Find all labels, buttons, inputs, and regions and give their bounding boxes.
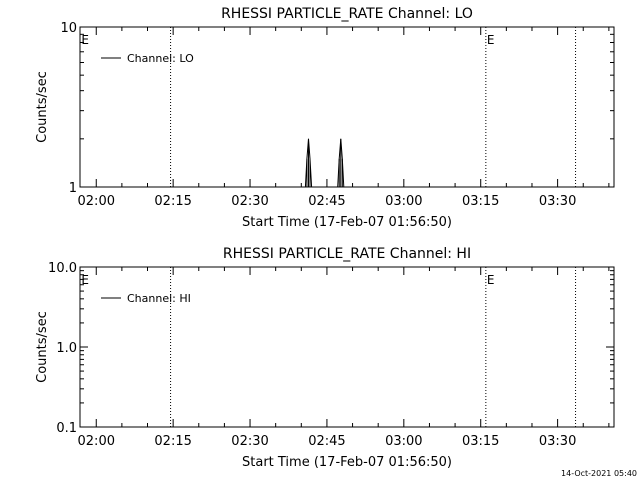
x-tick-label: 02:15	[154, 194, 191, 209]
panel-lo: RHESSI PARTICLE_RATE Channel: LO 1 10 Count…	[35, 6, 615, 230]
x-axis-label: Start Time (17-Feb-07 01:56:50)	[242, 215, 452, 230]
x-tick-label: 03:00	[385, 194, 422, 209]
plot-frame	[79, 266, 615, 428]
x-tick-label: 02:15	[154, 434, 191, 449]
event-label: E	[81, 33, 89, 47]
x-axis-label: Start Time (17-Feb-07 01:56:50)	[242, 455, 452, 470]
event-label: E	[81, 273, 89, 287]
y-tick-label: 10	[60, 21, 77, 36]
x-tick-label: 03:00	[385, 434, 422, 449]
y-tick-label: 0.1	[56, 421, 77, 436]
x-tick-label: 02:00	[78, 194, 115, 209]
x-tick-label: 03:15	[462, 194, 499, 209]
y-tick-label: 1	[69, 181, 77, 196]
x-tick-label: 03:15	[462, 434, 499, 449]
legend-label: Channel: LO	[127, 52, 194, 65]
plot-frame	[79, 26, 615, 188]
x-tick-label: 02:45	[308, 434, 345, 449]
y-tick-label: 10.0	[48, 261, 77, 276]
y-axis-label: Counts/sec	[35, 311, 50, 383]
series-line	[304, 138, 313, 188]
y-tick-label: 1.0	[56, 341, 77, 356]
panel-hi: RHESSI PARTICLE_RATE Channel: HI 0.1 1.0 10…	[35, 246, 615, 470]
x-tick-label: 02:30	[231, 434, 268, 449]
x-tick-label: 02:45	[308, 194, 345, 209]
chart-title: RHESSI PARTICLE_RATE Channel: LO	[221, 6, 473, 22]
chart-title: RHESSI PARTICLE_RATE Channel: HI	[223, 246, 471, 262]
x-tick-label: 02:30	[231, 194, 268, 209]
x-tick-label: 03:30	[539, 434, 576, 449]
x-tick-label: 02:00	[78, 434, 115, 449]
legend-label: Channel: HI	[127, 292, 191, 305]
y-axis-label: Counts/sec	[35, 71, 50, 143]
event-label: E	[487, 273, 495, 287]
footer-timestamp: 14-Oct-2021 05:40	[561, 469, 637, 478]
x-tick-label: 03:30	[539, 194, 576, 209]
event-label: E	[487, 33, 495, 47]
